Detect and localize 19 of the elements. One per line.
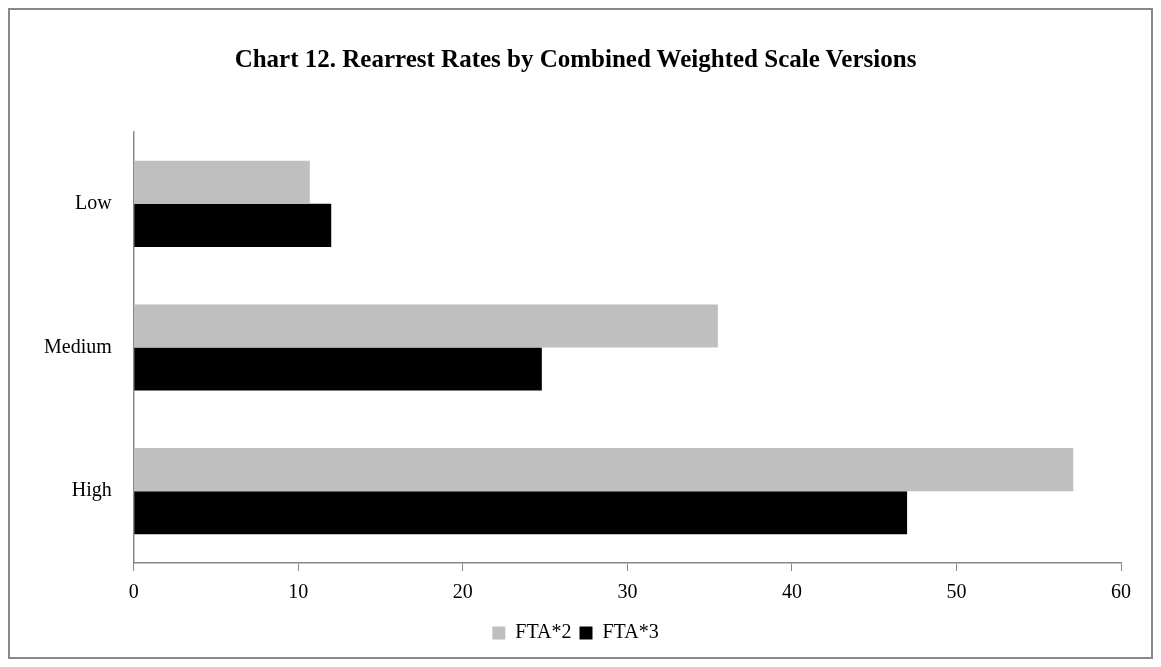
bar [134, 347, 542, 391]
x-tick-label: 10 [288, 580, 309, 603]
x-tick-label: 0 [128, 580, 139, 603]
chart-title: Chart 12. Rearrest Rates by Combined Weighted Scale Versions [234, 45, 917, 73]
y-tick-label: Low [75, 191, 113, 214]
x-tick-label: 50 [946, 580, 967, 603]
bar [134, 448, 1074, 492]
x-tick-label: 20 [452, 580, 473, 603]
x-tick-label: 30 [617, 580, 638, 603]
y-tick-label: High [71, 478, 112, 502]
bar [134, 304, 718, 348]
y-tick-label: Medium [43, 334, 113, 357]
x-tick-label: 40 [781, 580, 802, 603]
bar [134, 160, 310, 204]
legend-label: FTA*2 [515, 620, 572, 643]
bar [134, 491, 908, 535]
x-tick-label: 60 [1111, 580, 1131, 603]
legend-label: FTA*3 [602, 620, 659, 643]
bar [134, 203, 332, 247]
